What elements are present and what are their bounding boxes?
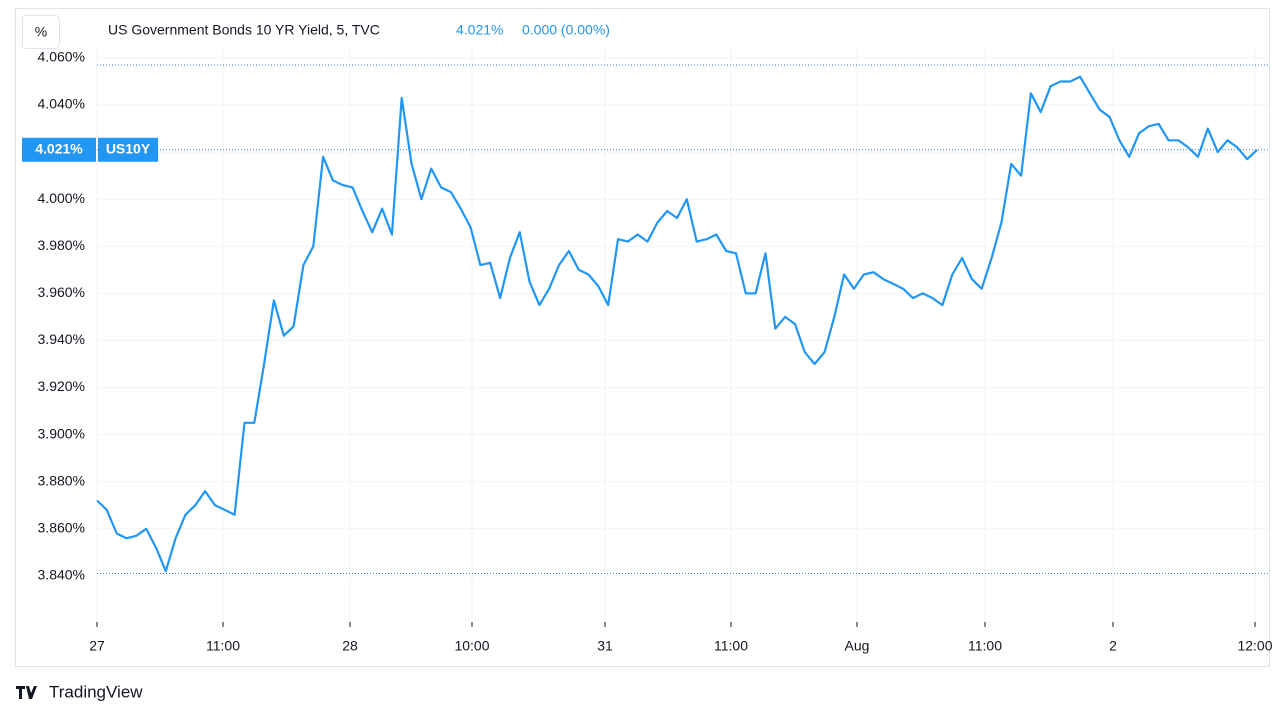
price-line-series (96, 75, 1258, 573)
x-tick-label: 11:00 (206, 638, 240, 654)
unit-button[interactable] (22, 15, 60, 49)
symbol-badge (98, 137, 158, 162)
unit-button-label[interactable]: % (35, 24, 47, 40)
last-value: 4.021% (456, 22, 503, 38)
y-tick-label: 3.860% (38, 519, 85, 535)
brand: TradingView (49, 682, 143, 701)
y-tick-label: 3.920% (38, 378, 85, 394)
y-tick-label: 4.060% (38, 49, 85, 65)
x-tick-label: 10:00 (454, 638, 489, 654)
y-tick-label: 4.000% (38, 190, 85, 206)
y-tick-label: 3.880% (38, 472, 85, 488)
y-tick-label: 4.040% (38, 96, 85, 112)
x-tick-label: 31 (597, 638, 613, 654)
x-tick-label: 11:00 (968, 638, 1002, 654)
y-tick-label: 3.960% (38, 284, 85, 300)
x-tick-label: 28 (342, 638, 358, 654)
last-price-label: 4.021% (35, 140, 83, 156)
change: 0.000 (0.00%) (522, 22, 610, 38)
y-tick-label: 3.840% (38, 567, 85, 583)
x-tick-label: 27 (89, 638, 105, 654)
y-tick-label: 3.900% (38, 425, 85, 441)
x-tick-label: 11:00 (714, 638, 748, 654)
x-tick-label: 12:00 (1237, 638, 1272, 654)
symbol-label: US10Y (106, 140, 151, 156)
last-price-badge (22, 137, 96, 162)
y-tick-label: 3.980% (38, 237, 85, 253)
x-tick-label: 2 (1109, 638, 1117, 654)
chart-frame (15, 8, 1270, 667)
brand-logo (16, 686, 37, 699)
y-tick-label: 3.940% (38, 331, 85, 347)
chart-title: US Government Bonds 10 YR Yield, 5, TVC (108, 22, 380, 38)
x-tick-label: Aug (845, 638, 870, 654)
